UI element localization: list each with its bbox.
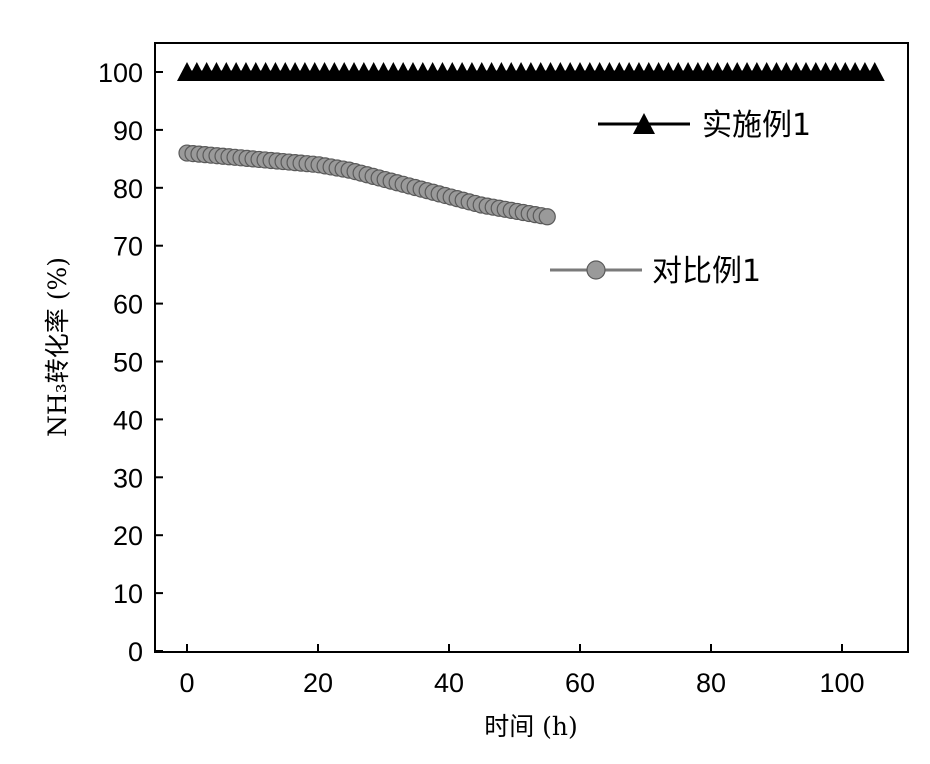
legend-entry-2: 对比例1 <box>550 254 761 289</box>
series-1 <box>177 62 885 81</box>
x-tick-label: 60 <box>565 668 595 698</box>
x-tick-label: 40 <box>434 668 464 698</box>
y-tick-label: 70 <box>113 232 143 262</box>
series-2 <box>179 145 555 225</box>
y-tick-label: 10 <box>113 579 143 609</box>
y-tick-label: 50 <box>113 348 143 378</box>
legend-label: 实施例1 <box>702 108 811 143</box>
y-tick-label: 30 <box>113 463 143 493</box>
y-tick-label: 40 <box>113 405 143 435</box>
y-tick-label: 90 <box>113 116 143 146</box>
x-tick-label: 80 <box>696 668 726 698</box>
x-axis-title: 时间 (h) <box>484 712 578 741</box>
y-tick-label: 60 <box>113 290 143 320</box>
y-tick-label: 20 <box>113 521 143 551</box>
y-tick-label: 0 <box>128 637 143 667</box>
legend: 实施例1 对比例1 <box>550 108 811 289</box>
x-tick-label: 0 <box>179 668 194 698</box>
legend-entry-1: 实施例1 <box>598 108 811 143</box>
legend-label: 对比例1 <box>652 254 761 289</box>
x-tick-label: 20 <box>303 668 333 698</box>
legend-circle-marker <box>587 261 605 279</box>
y-tick-label: 80 <box>113 174 143 204</box>
y-tick-label: 100 <box>98 58 143 88</box>
x-tick-label: 100 <box>819 668 864 698</box>
series-layer <box>177 62 885 225</box>
y-axis-title: NH₃转化率 (%) <box>43 257 72 437</box>
data-point-circle <box>539 209 555 225</box>
